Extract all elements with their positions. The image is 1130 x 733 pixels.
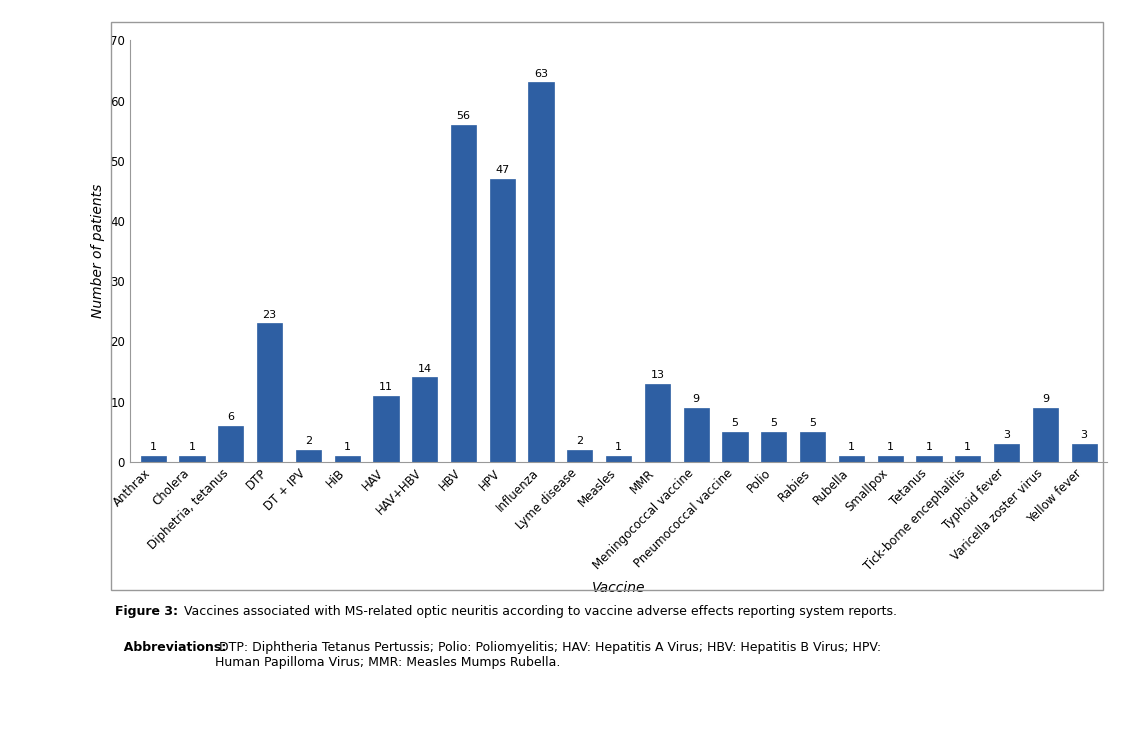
Text: 5: 5 [809, 418, 816, 428]
Text: 2: 2 [576, 436, 583, 446]
Bar [296, 450, 321, 462]
Bar [218, 426, 243, 462]
Text: 1: 1 [189, 442, 195, 452]
Text: 47: 47 [495, 165, 510, 175]
Text: 56: 56 [457, 111, 470, 121]
Bar [762, 432, 786, 462]
Bar [257, 323, 282, 462]
Bar [994, 443, 1019, 462]
Bar [1033, 408, 1058, 462]
Text: 5: 5 [731, 418, 739, 428]
Text: 23: 23 [262, 310, 277, 320]
Text: 1: 1 [848, 442, 855, 452]
X-axis label: Vaccine: Vaccine [592, 581, 645, 595]
Bar [567, 450, 592, 462]
Text: 63: 63 [534, 69, 548, 79]
Bar [451, 125, 476, 462]
Bar [878, 456, 903, 462]
Bar [180, 456, 205, 462]
Text: DTP: Diphtheria Tetanus Pertussis; Polio: Poliomyelitis; HAV: Hepatitis A Virus;: DTP: Diphtheria Tetanus Pertussis; Polio… [215, 641, 880, 669]
Text: Abbreviations:: Abbreviations: [115, 641, 226, 655]
Bar [412, 377, 437, 462]
Text: 6: 6 [227, 412, 234, 422]
Text: 3: 3 [1080, 430, 1088, 440]
Text: 1: 1 [615, 442, 623, 452]
Bar [684, 408, 709, 462]
Bar [800, 432, 825, 462]
Text: 14: 14 [418, 364, 432, 374]
Text: 13: 13 [651, 370, 664, 380]
Bar [529, 83, 554, 462]
Bar [606, 456, 632, 462]
Bar [955, 456, 981, 462]
Text: 1: 1 [964, 442, 972, 452]
Bar [140, 456, 166, 462]
Text: Figure 3:: Figure 3: [115, 605, 179, 618]
Bar [334, 456, 359, 462]
Text: 3: 3 [1003, 430, 1010, 440]
Text: 1: 1 [344, 442, 350, 452]
Text: 9: 9 [693, 394, 699, 404]
Y-axis label: Number of patients: Number of patients [90, 184, 105, 318]
Text: 9: 9 [1042, 394, 1049, 404]
Bar [373, 396, 399, 462]
Bar [1071, 443, 1097, 462]
Bar [722, 432, 748, 462]
Text: 11: 11 [379, 382, 393, 392]
Text: 1: 1 [887, 442, 894, 452]
Bar [489, 179, 515, 462]
Text: 5: 5 [771, 418, 777, 428]
Bar [838, 456, 864, 462]
Bar [916, 456, 941, 462]
Bar [645, 383, 670, 462]
Text: 1: 1 [149, 442, 157, 452]
Text: Vaccines associated with MS-related optic neuritis according to vaccine adverse : Vaccines associated with MS-related opti… [180, 605, 897, 618]
Text: 2: 2 [305, 436, 312, 446]
Text: 1: 1 [925, 442, 932, 452]
